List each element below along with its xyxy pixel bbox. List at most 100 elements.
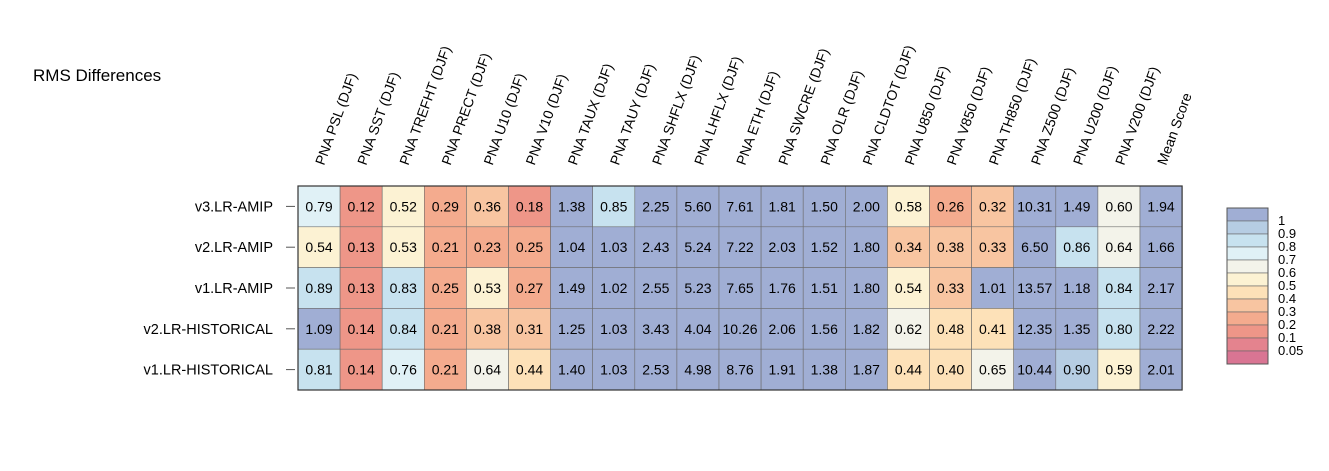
colorbar-swatch [1226,233,1269,248]
heatmap-cell [929,185,972,228]
heatmap-cell [760,267,804,309]
cell-value-label: 1.50 [811,198,838,214]
cell-value-label: 1.38 [558,198,585,214]
cell-value-label: 0.13 [348,280,375,296]
cell-value-label: 1.35 [1063,321,1090,337]
heatmap-cell [339,226,383,268]
cell-value-label: 2.53 [642,362,669,378]
cell-value-label: 1.09 [305,321,332,337]
heatmap-cell [1013,185,1057,228]
heatmap-cell [466,267,509,309]
heatmap-cell [802,308,846,350]
colorbar-swatch [1226,324,1269,339]
cell-value-label: 1.25 [558,321,585,337]
cell-value-label: 0.64 [474,362,501,378]
heatmap-cell [297,308,341,350]
column-label: PNA OLR (DJF) [817,68,866,167]
heatmap-cell [971,267,1014,309]
colorbar-tick-label: 0.6 [1278,265,1296,280]
cell-value-label: 0.31 [516,321,543,337]
column-label: PNA SST (DJF) [354,70,402,167]
cell-value-label: 0.41 [979,321,1006,337]
cell-value-label: 0.59 [1105,362,1132,378]
cell-value-label: 0.85 [600,198,627,214]
heatmap-cell [718,308,762,350]
cell-value-label: 0.26 [937,198,964,214]
cell-value-label: 1.04 [558,239,585,255]
heatmap-cell [339,185,383,228]
column-label: PNA TAUY (DJF) [607,61,658,167]
cell-value-label: 1.76 [769,280,796,296]
column-labels: PNA PSL (DJF)PNA SST (DJF)PNA TREFHT (DJ… [312,43,1195,167]
cell-value-label: 1.40 [558,362,585,378]
cell-value-label: 0.21 [432,239,459,255]
colorbar-tick-label: 0.5 [1278,278,1296,293]
cell-value-label: 0.48 [937,321,964,337]
heatmap-cell [1013,308,1057,350]
colorbar-swatch [1226,272,1269,287]
colorbar-swatch [1226,311,1269,326]
cell-value-label: 0.90 [1063,362,1090,378]
colorbar-tick-label: 0.05 [1278,343,1303,358]
cell-value-label: 2.06 [769,321,796,337]
cell-value-label: 5.24 [684,239,711,255]
cell-value-label: 13.57 [1017,280,1052,296]
heatmap-cell [718,267,762,309]
cell-value-label: 0.83 [390,280,417,296]
heatmap-cell [676,348,720,391]
cell-value-label: 0.18 [516,198,543,214]
heatmap-cell [760,185,804,228]
colorbar-swatch [1226,285,1269,300]
cell-value-label: 0.52 [390,198,417,214]
cell-value-label: 4.04 [684,321,711,337]
cell-value-label: 2.43 [642,239,669,255]
column-label: Mean Score [1154,90,1195,167]
colorbar-swatch [1226,259,1269,274]
column-label: PNA U10 (DJF) [480,71,528,167]
cell-value-label: 1.01 [979,280,1006,296]
cell-value-label: 2.25 [642,198,669,214]
cell-value-label: 0.53 [390,239,417,255]
cell-value-label: 0.44 [516,362,543,378]
heatmap-cell [676,226,720,268]
heatmap-cell [423,348,467,391]
cell-value-label: 2.55 [642,280,669,296]
cell-value-label: 1.51 [811,280,838,296]
cell-value-label: 0.14 [348,362,375,378]
heatmap-cell [971,185,1014,228]
heatmap-cell [1013,226,1057,268]
cell-value-label: 0.65 [979,362,1006,378]
cell-value-label: 1.49 [558,280,585,296]
cell-value-label: 1.03 [600,239,627,255]
heatmap-cell [381,348,425,391]
cell-value-label: 1.94 [1147,198,1174,214]
heatmap-cell [718,348,762,391]
row-label: v1.LR-HISTORICAL [144,363,273,379]
cell-value-label: 0.81 [305,362,332,378]
heatmap-border [297,185,1183,391]
heatmap-cell [466,308,509,350]
heatmap-cell [423,308,467,350]
cell-value-label: 1.80 [853,239,880,255]
cell-value-label: 1.81 [769,198,796,214]
cell-value-label: 0.21 [432,321,459,337]
cell-value-label: 0.21 [432,362,459,378]
column-label: PNA V850 (DJF) [943,64,993,167]
colorbar-tick-label: 0.4 [1278,291,1296,306]
heatmap-cell [1097,348,1141,391]
cell-value-label: 0.14 [348,321,375,337]
heatmap-cells: 0.79 0.12 0.52 0.29 0.36 0.18 1.38 0.85 2.25 5.60… [297,185,1183,391]
colorbar-swatch [1226,350,1269,365]
heatmap-cell [760,348,804,391]
heatmap-cell [844,226,888,268]
cell-value-label: 7.61 [726,198,753,214]
heatmap-cell [592,226,636,268]
cell-value-label: 1.80 [853,280,880,296]
cell-value-label: 0.25 [516,239,543,255]
colorbar-tick-label: 1 [1278,213,1285,228]
cell-value-label: 6.50 [1021,239,1048,255]
heatmap-cell [1055,308,1099,350]
heatmap-cell [550,226,593,268]
cell-value-label: 1.49 [1063,198,1090,214]
chart-title: RMS Differences [33,66,161,85]
